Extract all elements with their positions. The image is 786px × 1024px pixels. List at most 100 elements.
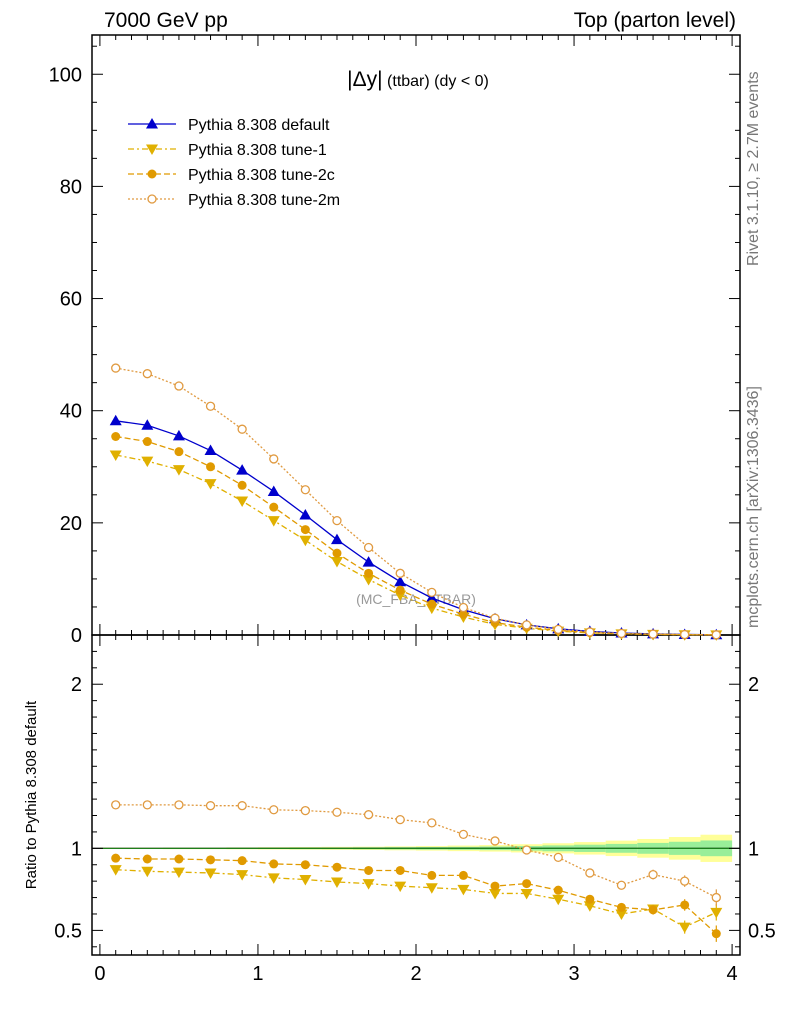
data-point: [205, 401, 216, 411]
data-point: [206, 462, 216, 472]
ratio-point: [206, 855, 216, 865]
data-point: [109, 450, 122, 461]
data-point: [142, 369, 152, 379]
ratio-y-tick-label: 1: [71, 838, 82, 860]
data-point: [458, 609, 468, 619]
header-right: Top (parton level): [573, 9, 736, 32]
data-point: [648, 629, 658, 639]
data-point: [174, 381, 184, 391]
ratio-point: [648, 905, 658, 915]
data-point: [680, 629, 690, 640]
ratio-point: [522, 879, 532, 889]
legend-marker: [146, 144, 158, 155]
data-point: [330, 533, 343, 545]
data-point: [395, 585, 405, 595]
x-tick-label: 3: [568, 963, 579, 985]
legend-marker: [147, 194, 157, 204]
ratio-line: [115, 869, 717, 928]
data-point: [204, 479, 217, 490]
data-point: [111, 363, 121, 373]
ratio-point: [585, 868, 595, 878]
ratio-point: [300, 860, 310, 870]
legend-label: Pythia 8.308 tune-2m: [188, 192, 340, 209]
data-point: [553, 624, 563, 635]
ratio-point: [300, 805, 311, 816]
ratio-y-tick-label: 2: [71, 674, 82, 696]
ratio-point: [363, 810, 374, 820]
series-2: [111, 431, 721, 640]
ratio-point: [142, 800, 152, 810]
data-point: [236, 496, 249, 507]
data-point: [364, 568, 374, 578]
data-point: [109, 414, 122, 426]
data-point: [363, 542, 374, 553]
data-point: [427, 599, 437, 609]
data-point: [616, 628, 627, 639]
data-point: [237, 480, 247, 490]
ratio-point: [172, 867, 185, 879]
ratio-point: [710, 907, 723, 919]
chart-title: |Δy| (ttbar) (dy < 0): [347, 68, 489, 91]
ratio-point: [648, 869, 658, 880]
series-line: [115, 367, 717, 636]
data-point: [174, 447, 184, 457]
legend-marker: [147, 169, 157, 179]
chart-title-detail: (ttbar) (dy < 0): [383, 73, 489, 90]
legend-item: Pythia 8.308 tune-1: [128, 142, 327, 159]
ratio-series-group: [109, 800, 723, 942]
data-point: [172, 429, 185, 441]
ratio-point: [521, 845, 532, 855]
ratio-point: [111, 853, 121, 863]
data-point: [458, 602, 469, 613]
data-point: [269, 454, 279, 464]
ratio-point: [267, 873, 280, 884]
ratio-y-tick-label-right: 2: [748, 674, 759, 696]
data-point: [269, 502, 279, 512]
chart-title-variable: |Δy|: [347, 68, 382, 91]
ratio-point: [174, 854, 184, 864]
data-point: [362, 574, 375, 586]
ratio-point: [458, 829, 469, 840]
ratio-point: [174, 800, 184, 810]
data-point: [267, 516, 280, 527]
ratio-series-0: [109, 865, 723, 934]
ratio-point: [711, 892, 721, 903]
ratio-point: [585, 894, 595, 904]
ratio-point: [299, 875, 312, 886]
data-point: [394, 575, 407, 587]
data-point: [172, 465, 185, 476]
main-series-group: [109, 363, 723, 641]
data-point: [427, 587, 437, 598]
data-point: [490, 613, 500, 623]
ratio-point: [394, 881, 407, 893]
ratio-point: [330, 877, 343, 888]
ratio-point: [141, 866, 154, 878]
ratio-point: [427, 870, 437, 880]
legend-item: Pythia 8.308 tune-2c: [128, 167, 335, 184]
data-point: [300, 485, 311, 495]
ratio-point: [332, 807, 342, 817]
ratio-point: [332, 862, 342, 872]
ratio-point: [490, 881, 500, 891]
legend: Pythia 8.308 default Pythia 8.308 tune-1 P…: [128, 117, 340, 209]
data-point: [299, 509, 312, 520]
ratio-point: [616, 902, 626, 912]
series-line: [115, 454, 717, 636]
data-point: [141, 419, 154, 430]
data-point: [299, 535, 312, 547]
ratio-uncertainty-band: [92, 834, 740, 862]
ratio-point: [680, 876, 690, 886]
ratio-point: [553, 852, 563, 863]
ratio-point: [237, 856, 247, 866]
data-point: [711, 630, 721, 640]
x-tick-label: 4: [727, 963, 738, 985]
ratio-point: [236, 870, 249, 881]
analysis-watermark: (MC_FBA_TTBAR): [356, 591, 476, 607]
ratio-y-tick-label: 0.5: [54, 920, 82, 942]
ratio-point: [142, 854, 152, 864]
legend-item: Pythia 8.308 tune-2m: [128, 192, 340, 209]
ratio-point: [269, 859, 279, 869]
ratio-point: [269, 805, 279, 815]
ratio-y-tick-label-right: 1: [748, 838, 759, 860]
